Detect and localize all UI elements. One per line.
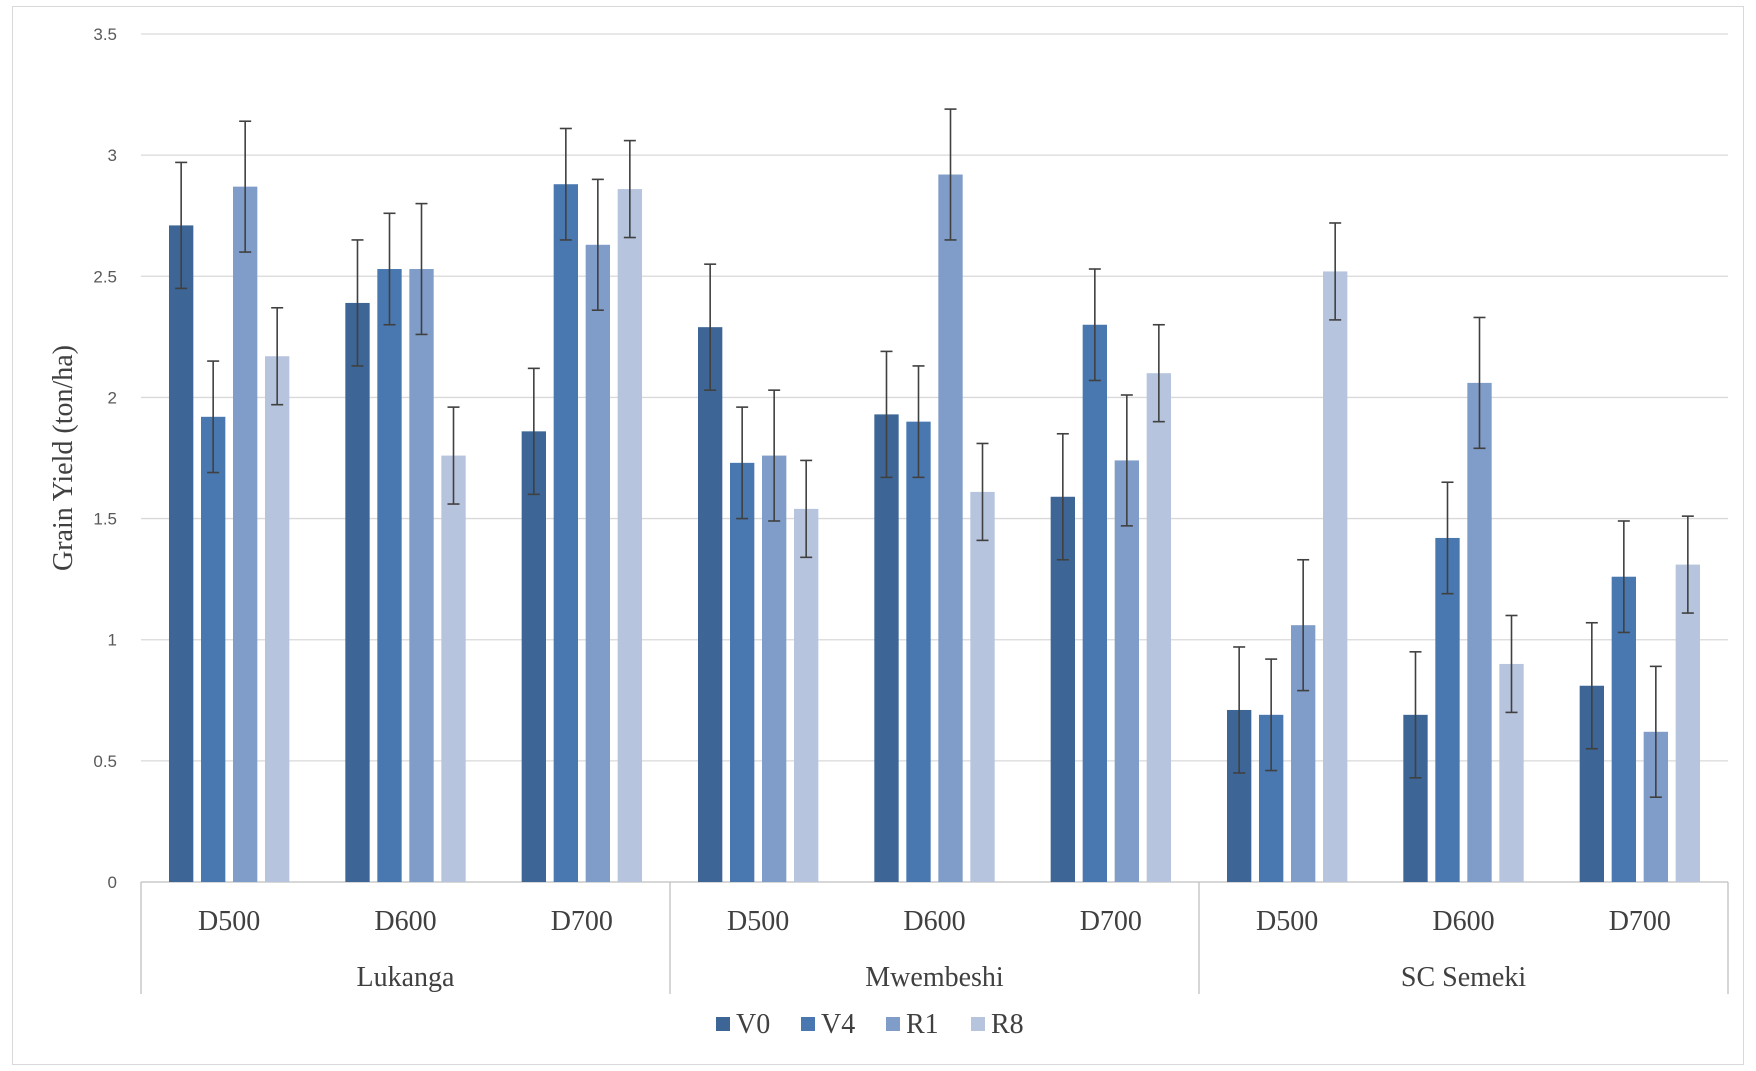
legend-label-R1: R1 xyxy=(906,1009,939,1040)
bar-R1-7 xyxy=(1467,382,1492,882)
category-label-4: D600 xyxy=(903,906,965,937)
bar-R1-2 xyxy=(585,244,611,882)
y-tick-label-6: 3 xyxy=(108,146,117,165)
bar-R1-4 xyxy=(938,174,963,883)
category-label-1: D600 xyxy=(374,906,436,937)
bar-R8-3 xyxy=(794,508,819,882)
legend-swatch-R1 xyxy=(886,1017,900,1031)
y-tick-label-1: 0.5 xyxy=(93,752,117,771)
y-tick-label-3: 1.5 xyxy=(93,510,117,529)
bar-R8-8 xyxy=(1675,564,1701,882)
bar-V0-1 xyxy=(345,302,370,882)
bar-R8-4 xyxy=(970,491,995,882)
y-tick-label-2: 1 xyxy=(108,631,117,650)
bar-R1-5 xyxy=(1114,460,1140,882)
bar-V4-0 xyxy=(200,416,226,882)
bar-V0-5 xyxy=(1050,496,1075,882)
category-label-6: D500 xyxy=(1256,906,1318,937)
bar-R8-1 xyxy=(441,455,466,882)
group-label-0: Lukanga xyxy=(357,962,456,993)
bar-R8-0 xyxy=(265,356,290,882)
category-label-7: D600 xyxy=(1432,906,1494,937)
legend-label-V0: V0 xyxy=(736,1009,770,1040)
bar-R8-2 xyxy=(617,189,643,882)
y-tick-label-5: 2.5 xyxy=(93,267,117,286)
bar-V4-5 xyxy=(1082,324,1107,882)
category-label-2: D700 xyxy=(551,906,613,937)
y-tick-label-4: 2 xyxy=(108,388,117,407)
bar-R1-0 xyxy=(233,186,258,882)
bar-R8-6 xyxy=(1323,271,1348,882)
group-label-2: SC Semeki xyxy=(1401,962,1526,993)
bar-V4-3 xyxy=(729,462,755,882)
legend-swatch-V4 xyxy=(801,1017,815,1031)
legend-label-R8: R8 xyxy=(991,1009,1024,1040)
bar-R1-1 xyxy=(409,269,434,882)
category-label-3: D500 xyxy=(727,906,789,937)
bar-V0-4 xyxy=(874,414,899,882)
category-label-0: D500 xyxy=(198,906,260,937)
bar-V0-2 xyxy=(521,431,546,882)
category-label-5: D700 xyxy=(1080,906,1142,937)
y-axis-title: Grain Yield (ton/ha) xyxy=(48,345,79,571)
y-tick-label-7: 3.5 xyxy=(93,25,117,44)
bar-V4-2 xyxy=(553,184,578,882)
bar-V4-1 xyxy=(377,269,402,882)
bar-R1-3 xyxy=(762,455,787,882)
bar-R8-5 xyxy=(1146,373,1172,882)
bar-V0-0 xyxy=(168,225,194,883)
bar-V4-7 xyxy=(1435,537,1460,882)
legend-swatch-V0 xyxy=(716,1017,730,1031)
bar-V4-4 xyxy=(906,421,931,882)
group-label-1: Mwembeshi xyxy=(865,962,1004,993)
legend-swatch-R8 xyxy=(971,1017,985,1031)
y-tick-label-0: 0 xyxy=(108,873,117,892)
legend-label-V4: V4 xyxy=(821,1009,855,1040)
category-label-8: D700 xyxy=(1609,906,1671,937)
bar-V0-3 xyxy=(697,327,723,882)
